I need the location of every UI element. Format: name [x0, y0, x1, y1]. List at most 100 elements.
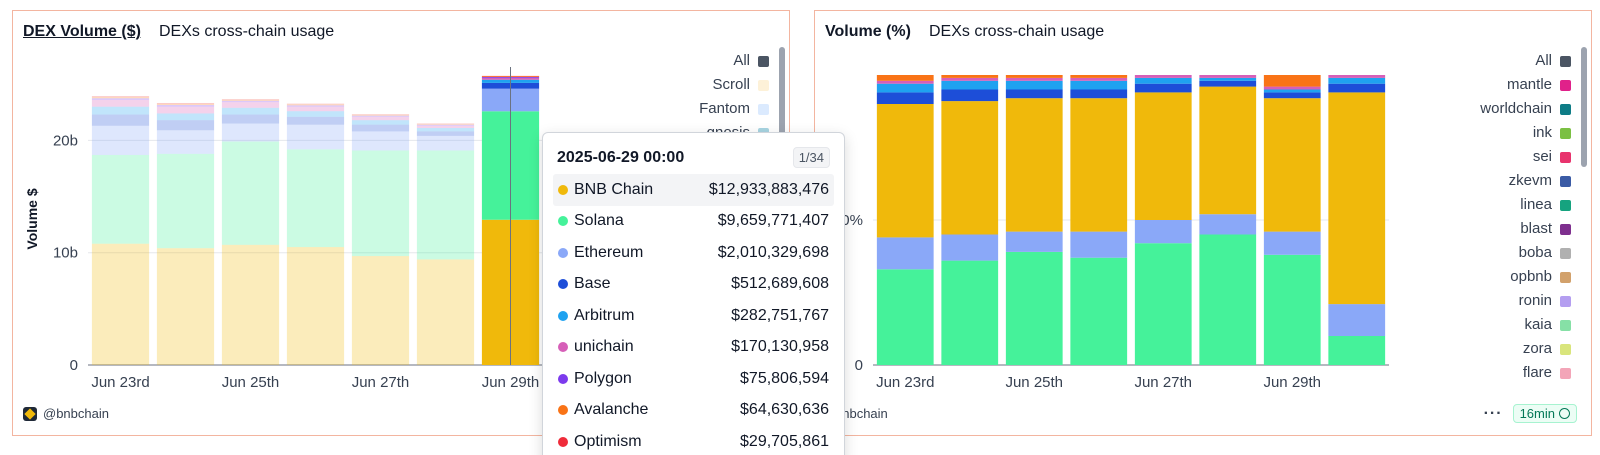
bar-segment-polygon[interactable]	[286, 105, 345, 107]
bar-segment-base[interactable]	[416, 131, 475, 136]
bar-segment-base[interactable]	[286, 116, 345, 125]
legend-item[interactable]: zkevm	[1480, 169, 1571, 193]
bar-segment-unichain[interactable]	[351, 116, 410, 121]
bar-segment-base[interactable]	[941, 89, 999, 102]
legend-item[interactable]: zora	[1480, 337, 1571, 361]
bar-segment-ethereum[interactable]	[941, 234, 999, 261]
bar-segment-solana[interactable]	[351, 150, 410, 257]
bar-segment-other[interactable]	[1005, 75, 1063, 78]
bar-segment-arbitrum[interactable]	[1199, 77, 1257, 81]
bar-segment-other[interactable]	[1070, 75, 1128, 78]
legend-item[interactable]: Fantom	[699, 97, 769, 121]
bar-segment-optimism[interactable]	[156, 102, 215, 104]
bar-segment-solana[interactable]	[1328, 336, 1386, 365]
bar-segment-ethereum[interactable]	[286, 124, 345, 150]
legend-item[interactable]: ink	[1480, 121, 1571, 145]
bar-segment-avalanche[interactable]	[416, 123, 475, 125]
bar-segment-bnb-chain[interactable]	[876, 104, 934, 238]
bar-segment-solana[interactable]	[1070, 257, 1128, 365]
bar-segment-other[interactable]	[1263, 75, 1321, 87]
bar-segment-arbitrum[interactable]	[1005, 80, 1063, 90]
bar-segment-ethereum[interactable]	[1070, 231, 1128, 258]
bar-segment-ethereum[interactable]	[876, 237, 934, 270]
bar-segment-solana[interactable]	[1005, 251, 1063, 365]
bar-segment-polygon[interactable]	[91, 98, 150, 100]
bar-segment-solana[interactable]	[1263, 254, 1321, 365]
legend-item[interactable]: All	[699, 49, 769, 73]
bar-segment-base[interactable]	[876, 92, 934, 104]
more-options-icon[interactable]: ···	[1483, 404, 1503, 422]
credit[interactable]: bnbchain	[835, 406, 888, 421]
volume-percent-chart[interactable]: 050%Jun 23rd Jun 25th Jun 27th Jun 29th	[815, 11, 1593, 437]
bar-segment-bnb-chain[interactable]	[156, 248, 215, 365]
legend-item[interactable]: mantle	[1480, 73, 1571, 97]
bar-segment-solana[interactable]	[1134, 243, 1192, 365]
bar-segment-solana[interactable]	[416, 150, 475, 260]
bar-segment-ethereum[interactable]	[416, 135, 475, 151]
bar-segment-solana[interactable]	[286, 149, 345, 248]
bar-segment-polygon[interactable]	[156, 105, 215, 107]
bar-segment-solana[interactable]	[876, 269, 934, 365]
bar-segment-ethereum[interactable]	[1134, 220, 1192, 244]
legend-item[interactable]: All	[1480, 49, 1571, 73]
panel-title[interactable]: DEX Volume ($)	[23, 23, 141, 40]
bar-segment-base[interactable]	[1070, 89, 1128, 99]
legend-item[interactable]: Scroll	[699, 73, 769, 97]
legend-item[interactable]: kaia	[1480, 313, 1571, 337]
bar-segment-ethereum[interactable]	[156, 130, 215, 154]
bar-segment-bnb-chain[interactable]	[1134, 92, 1192, 220]
bar-segment-base[interactable]	[221, 114, 280, 124]
bar-segment-bnb-chain[interactable]	[941, 101, 999, 235]
bar-segment-ethereum[interactable]	[91, 125, 150, 155]
bar-segment-unichain[interactable]	[1134, 75, 1192, 78]
legend-scrollbar[interactable]	[1581, 47, 1587, 167]
bar-segment-ethereum[interactable]	[1263, 231, 1321, 255]
bar-segment-base[interactable]	[1328, 83, 1386, 93]
bar-segment-avalanche[interactable]	[286, 104, 345, 106]
legend-item[interactable]: flare	[1480, 361, 1571, 385]
bar-segment-bnb-chain[interactable]	[91, 243, 150, 365]
bar-segment-arbitrum[interactable]	[1070, 80, 1128, 90]
bar-segment-bnb-chain[interactable]	[351, 256, 410, 365]
bar-segment-unichain[interactable]	[1263, 86, 1321, 90]
bar-segment-solana[interactable]	[156, 153, 215, 249]
bar-segment-arbitrum[interactable]	[416, 128, 475, 132]
bar-segment-unichain[interactable]	[941, 77, 999, 81]
bar-segment-optimism[interactable]	[91, 96, 150, 97]
bar-segment-arbitrum[interactable]	[351, 120, 410, 125]
bar-segment-avalanche[interactable]	[221, 99, 280, 101]
bar-segment-arbitrum[interactable]	[1134, 77, 1192, 84]
legend-item[interactable]: ronin	[1480, 289, 1571, 313]
bar-segment-polygon[interactable]	[221, 100, 280, 103]
bar-segment-bnb-chain[interactable]	[1263, 98, 1321, 232]
bar-segment-arbitrum[interactable]	[1328, 77, 1386, 84]
bar-segment-unichain[interactable]	[1199, 75, 1257, 78]
bar-segment-bnb-chain[interactable]	[1199, 86, 1257, 215]
bar-segment-bnb-chain[interactable]	[1070, 98, 1128, 232]
credit[interactable]: @bnbchain	[23, 406, 109, 421]
bar-segment-base[interactable]	[1134, 83, 1192, 93]
bar-segment-base[interactable]	[1005, 89, 1063, 99]
bar-segment-unichain[interactable]	[876, 80, 934, 84]
bar-segment-ethereum[interactable]	[1005, 231, 1063, 252]
refresh-badge[interactable]: 16min	[1512, 404, 1577, 423]
bar-segment-polygon[interactable]	[351, 115, 410, 117]
bar-segment-solana[interactable]	[941, 260, 999, 365]
bar-segment-base[interactable]	[1199, 80, 1257, 87]
bar-segment-unichain[interactable]	[156, 106, 215, 114]
bar-segment-arbitrum[interactable]	[941, 80, 999, 90]
bar-segment-other[interactable]	[876, 75, 934, 81]
bar-segment-ethereum[interactable]	[351, 131, 410, 151]
bar-segment-unichain[interactable]	[1328, 75, 1386, 78]
bar-segment-bnb-chain[interactable]	[286, 247, 345, 365]
bar-segment-bnb-chain[interactable]	[221, 244, 280, 365]
bar-segment-unichain[interactable]	[91, 99, 150, 107]
legend-item[interactable]: sei	[1480, 145, 1571, 169]
bar-segment-base[interactable]	[156, 120, 215, 131]
bar-segment-arbitrum[interactable]	[156, 113, 215, 121]
bar-segment-ethereum[interactable]	[221, 123, 280, 142]
bar-segment-bnb-chain[interactable]	[416, 259, 475, 365]
bar-segment-other[interactable]	[941, 75, 999, 78]
bar-segment-arbitrum[interactable]	[91, 106, 150, 115]
bar-segment-avalanche[interactable]	[91, 96, 150, 99]
